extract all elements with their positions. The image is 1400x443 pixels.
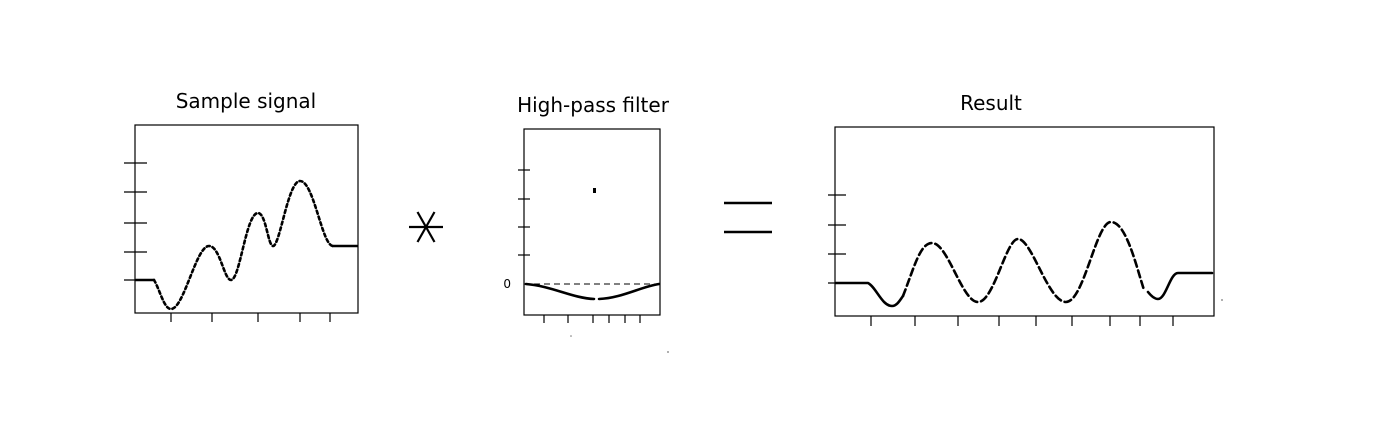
result-flat-end — [1148, 273, 1212, 299]
filter-impulse-point — [593, 188, 596, 193]
sample-signal-title: Sample signal — [176, 89, 317, 113]
stray-dot — [1221, 299, 1223, 301]
result-y-ticks — [828, 195, 846, 283]
zero-label: 0 — [503, 277, 511, 291]
sample-signal-curve — [136, 181, 357, 309]
sample-signal-panel: Sample signal — [124, 89, 358, 322]
stray-dot — [570, 335, 572, 337]
high-pass-filter-title: High-pass filter — [517, 93, 670, 117]
high-pass-filter-panel: High-pass filter 0 — [503, 93, 669, 353]
signal-oscillation — [154, 181, 333, 309]
result-panel: Result — [828, 91, 1223, 326]
result-oscillation — [903, 222, 1144, 302]
result-x-ticks — [871, 316, 1173, 326]
equals-sign-icon — [724, 203, 772, 232]
sample-signal-x-ticks — [171, 313, 330, 322]
result-curve — [836, 222, 1212, 306]
stray-dot — [667, 351, 669, 353]
result-frame — [835, 127, 1214, 316]
result-title: Result — [960, 91, 1022, 115]
result-flat-start — [836, 283, 903, 306]
filter-curve-right — [599, 284, 659, 299]
sample-signal-frame — [135, 125, 358, 313]
convolution-asterisk-icon — [409, 212, 443, 242]
filter-curve-left — [526, 284, 594, 299]
high-pass-filter-x-ticks — [544, 315, 640, 323]
